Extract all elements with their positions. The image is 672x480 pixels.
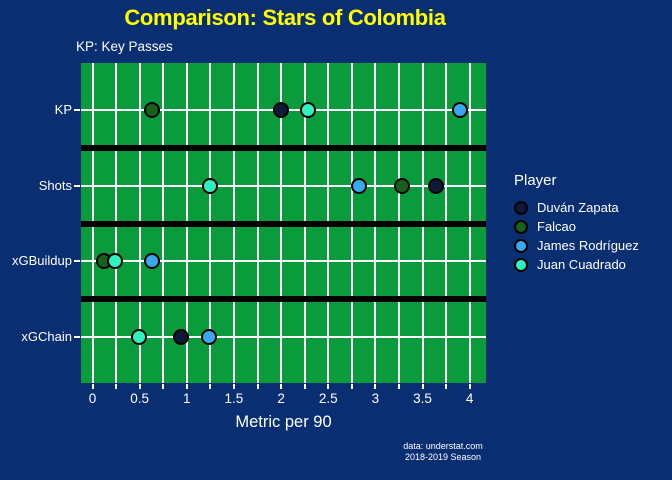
legend-marker — [514, 200, 528, 215]
y-tick-mark — [74, 260, 80, 262]
data-point-james-rodr-guez — [351, 178, 368, 194]
x-tick-mark — [397, 384, 400, 389]
x-tick-mark — [232, 384, 235, 389]
row-gridline — [81, 336, 486, 338]
data-point-falcao — [393, 178, 410, 194]
legend-rows: Duván Zapata Falcao James Rodríguez Juan Cu… — [508, 198, 639, 274]
x-tick-mark — [350, 384, 353, 389]
row-separator — [81, 221, 486, 227]
legend-marker — [514, 219, 528, 234]
legend-player-name: Duván Zapata — [537, 200, 619, 215]
x-tick-mark — [468, 384, 471, 389]
legend-marker — [514, 257, 528, 272]
x-tick-label: 3.5 — [413, 391, 432, 406]
legend: Player Duván Zapata Falcao James Rodríguez… — [508, 172, 639, 274]
row-separator — [81, 296, 486, 302]
source-credit: data: understat.com 2018-2019 Season — [368, 441, 518, 463]
x-tick-mark — [303, 384, 306, 389]
y-axis-label: xGChain — [21, 329, 72, 344]
legend-entry: Duván Zapata — [508, 198, 639, 217]
y-tick-mark — [74, 109, 80, 111]
x-tick-mark — [185, 384, 188, 389]
legend-title: Player — [514, 172, 557, 189]
legend-marker — [514, 238, 528, 253]
data-point-james-rodr-guez — [452, 102, 469, 118]
legend-entry: James Rodríguez — [508, 236, 639, 255]
legend-player-name: James Rodríguez — [537, 238, 639, 253]
y-tick-mark — [74, 336, 80, 338]
x-axis-title: Metric per 90 — [235, 413, 332, 431]
row-gridline — [81, 185, 486, 187]
x-tick-mark — [445, 384, 448, 389]
x-tick-label: 1.5 — [224, 391, 244, 406]
data-point-juan-cuadrado — [299, 102, 316, 118]
row-gridline — [81, 260, 486, 262]
legend-entry: Juan Cuadrado — [508, 255, 639, 274]
legend-player-name: Falcao — [537, 219, 577, 234]
y-axis-label: xGBuildup — [12, 253, 72, 268]
x-tick-mark — [162, 384, 165, 389]
data-point-juan-cuadrado — [107, 253, 124, 269]
x-tick-mark — [115, 384, 118, 389]
plot-area — [81, 63, 486, 383]
source-credit-line1: data: understat.com — [403, 441, 483, 451]
x-tick-mark — [280, 384, 283, 389]
legend-player-name: Juan Cuadrado — [537, 257, 626, 272]
x-tick-mark — [138, 384, 141, 389]
x-tick-mark — [327, 384, 330, 389]
y-tick-mark — [74, 185, 80, 187]
source-credit-line2: 2018-2019 Season — [404, 452, 482, 462]
x-tick-mark — [209, 384, 212, 389]
x-tick-label: 3 — [371, 391, 380, 406]
x-tick-mark — [91, 384, 94, 389]
x-tick-label: 0 — [88, 391, 97, 406]
x-tick-mark — [421, 384, 424, 389]
data-point-james-rodr-guez — [143, 253, 160, 269]
data-point-duv-n-zapata — [273, 102, 290, 118]
data-point-duv-n-zapata — [427, 178, 444, 194]
x-tick-label: 0.5 — [130, 391, 150, 406]
data-point-falcao — [143, 102, 160, 118]
data-point-james-rodr-guez — [201, 329, 218, 345]
x-tick-label: 2.5 — [318, 391, 338, 406]
x-tick-label: 1 — [183, 391, 191, 406]
y-axis-label: KP — [54, 102, 72, 117]
x-tick-mark — [374, 384, 377, 389]
data-point-duv-n-zapata — [173, 329, 190, 345]
y-axis-label: Shots — [38, 178, 72, 193]
x-tick-label: 2 — [277, 391, 285, 406]
row-separator — [81, 145, 486, 151]
data-point-juan-cuadrado — [130, 329, 147, 345]
x-tick-mark — [256, 384, 259, 389]
data-point-juan-cuadrado — [202, 178, 219, 194]
x-tick-label: 4 — [465, 391, 474, 406]
chart-title: Comparison: Stars of Colombia — [124, 5, 446, 30]
chart-subtitle: KP: Key Passes — [76, 39, 173, 54]
legend-entry: Falcao — [508, 217, 639, 236]
